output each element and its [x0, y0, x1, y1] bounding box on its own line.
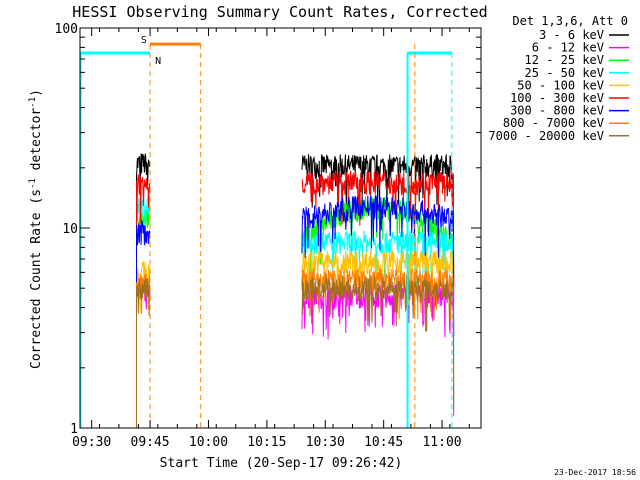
y-axis-label-text: Corrected Count Rate (s: [29, 189, 44, 369]
x-tick-label: 10:45: [364, 435, 403, 450]
y-axis-label-end: ): [29, 89, 44, 97]
y-axis-label-sup1: -1: [28, 178, 38, 189]
legend-title: Det 1,3,6, Att 0: [512, 14, 628, 28]
x-axis: 09:30 09:45 10:00 10:15 10:30 10:45 11:00: [72, 28, 470, 450]
x-tick-label: 10:15: [247, 435, 286, 450]
legend-label-1: 3 - 6 keV: [539, 28, 604, 42]
legend-label-5: 50 - 100 keV: [517, 78, 604, 92]
series-9: [136, 276, 455, 428]
saa-flag-label: S: [141, 35, 147, 46]
series-line-3-seg-1: [136, 205, 151, 428]
series-line-4-seg-2: [301, 229, 455, 363]
series-7: [136, 194, 455, 428]
y-tick-label: 100: [55, 22, 78, 37]
x-tick-label: 10:30: [306, 435, 345, 450]
legend-label-3: 12 - 25 keV: [525, 53, 604, 67]
x-tick-label: 10:00: [189, 435, 228, 450]
legend-label-9: 7000 - 20000 keV: [488, 129, 604, 143]
x-axis-label: Start Time (20-Sep-17 09:26:42): [160, 456, 403, 471]
chart-title: HESSI Observing Summary Count Rates, Cor…: [72, 3, 487, 21]
series-3: [136, 194, 455, 428]
y-axis-label-sup2: -1: [28, 97, 38, 108]
y-tick-label: 1: [70, 422, 78, 437]
legend-label-6: 100 - 300 keV: [510, 91, 604, 105]
legend-label-7: 300 - 800 keV: [510, 104, 604, 118]
night-flag-label: N: [155, 56, 161, 67]
y-axis-label: Corrected Count Rate (s-1 detector-1): [28, 89, 44, 369]
footer-date: 23-Dec-2017 18:56: [554, 468, 636, 477]
x-tick-label: 11:00: [422, 435, 461, 450]
legend-label-4: 25 - 50 keV: [525, 66, 604, 80]
chart-marks: SN: [80, 35, 455, 428]
y-axis-label-mid: detector: [29, 108, 44, 179]
legend-label-2: 6 - 12 keV: [532, 41, 604, 55]
x-tick-label: 09:30: [72, 435, 111, 450]
series-line-1-seg-1: [136, 153, 151, 428]
y-axis: 1 10 100: [55, 22, 481, 437]
y-tick-label: 10: [62, 222, 78, 237]
series-line-7-seg-1: [136, 219, 151, 428]
series-line-9-seg-1: [136, 278, 151, 428]
x-tick-label: 09:45: [131, 435, 170, 450]
series-line-6-seg-1: [136, 174, 151, 428]
series-line-9-seg-2: [301, 276, 455, 409]
series-line-2-seg-2: [301, 284, 455, 416]
series-line-7-seg-2: [301, 194, 455, 337]
legend-label-8: 800 - 7000 keV: [503, 116, 604, 130]
